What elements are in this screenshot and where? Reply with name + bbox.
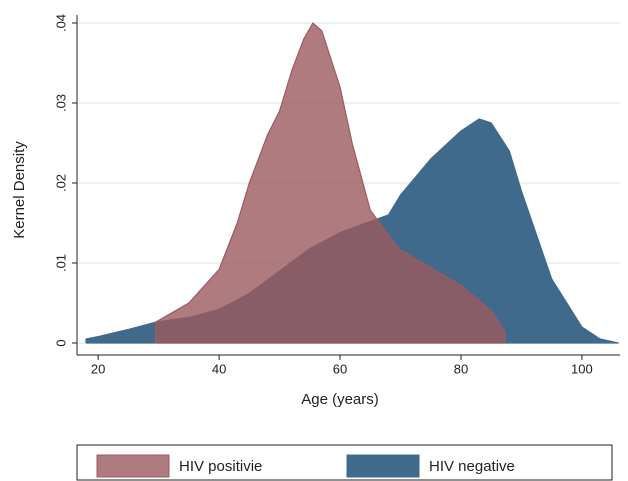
y-tick-label: .01 (53, 254, 68, 272)
legend-label: HIV negative (429, 458, 515, 475)
y-tick-label: .04 (53, 14, 68, 32)
x-axis-title: Age (years) (301, 391, 379, 408)
x-tick-label: 100 (571, 361, 593, 376)
legend-swatch (96, 454, 170, 478)
x-tick-label: 40 (212, 361, 226, 376)
legend-box (76, 444, 613, 481)
legend-swatch (346, 454, 420, 478)
y-tick-label: .03 (53, 94, 68, 112)
x-tick-label: 80 (454, 361, 468, 376)
y-tick-label: .02 (53, 174, 68, 192)
density-area (155, 22, 506, 344)
x-tick-label: 60 (333, 361, 347, 376)
y-tick-label: 0 (53, 339, 68, 346)
y-axis-title: Kernel Density (11, 141, 28, 239)
legend-label: HIV positivie (179, 458, 262, 475)
x-tick-label: 20 (91, 361, 105, 376)
